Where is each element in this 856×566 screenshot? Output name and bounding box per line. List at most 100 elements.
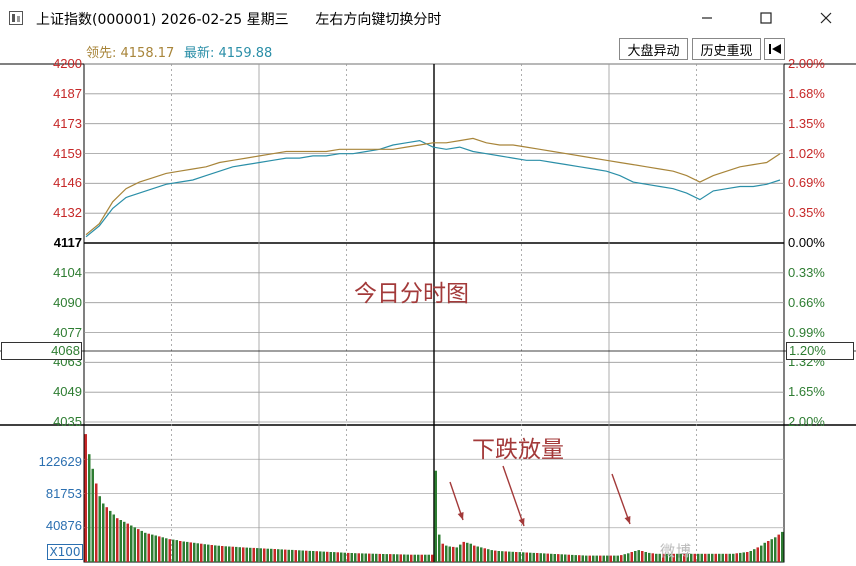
volume-bar <box>378 553 381 562</box>
volume-bar <box>140 530 143 562</box>
volume-bar <box>648 552 651 562</box>
volume-bar <box>403 554 406 562</box>
volume-bar <box>389 554 392 562</box>
volume-bar <box>571 554 574 562</box>
volume-bar <box>721 553 724 562</box>
volume-bar <box>203 544 206 562</box>
volume-bar <box>658 553 661 562</box>
volume-bar <box>767 541 770 562</box>
volume-bar <box>256 548 259 562</box>
percent-axis-label: 0.00% <box>788 235 825 250</box>
volume-bar <box>417 554 420 562</box>
volume-bar <box>168 539 171 562</box>
volume-bar <box>665 553 668 562</box>
volume-bar <box>273 549 276 562</box>
annotation-arrowhead <box>457 512 464 520</box>
volume-bar <box>158 536 161 562</box>
volume-bar <box>144 532 147 562</box>
percent-axis-label: 0.99% <box>788 324 825 340</box>
volume-bar <box>252 547 255 562</box>
percent-axis-label: 0.69% <box>788 175 825 191</box>
volume-bar <box>578 555 581 562</box>
volume-bar <box>298 550 301 562</box>
volume-bar <box>277 549 280 562</box>
volume-bar <box>469 543 472 562</box>
volume-bar <box>112 514 115 562</box>
volume-bar <box>728 553 731 562</box>
volume-bar <box>483 548 486 562</box>
maximize-icon[interactable] <box>753 6 779 30</box>
volume-bar <box>525 552 528 562</box>
price-axis-label: 4200 <box>53 56 82 71</box>
volume-bar <box>200 543 203 562</box>
leader-label: 领先: <box>86 46 121 61</box>
volume-bar <box>382 554 385 562</box>
volume-bar <box>249 547 252 562</box>
volume-bar <box>175 540 178 562</box>
volume-unit-button[interactable]: X100 <box>47 544 83 560</box>
volume-bar <box>210 545 213 562</box>
volume-bar <box>406 554 409 562</box>
volume-bar <box>154 535 157 562</box>
volume-bar <box>245 547 248 562</box>
percent-axis-label: 2.00% <box>788 414 825 429</box>
volume-bar <box>609 555 612 562</box>
volume-bar <box>445 545 448 562</box>
latest-label: 最新: <box>184 46 219 61</box>
volume-bar <box>553 554 556 562</box>
volume-bar <box>490 550 493 562</box>
volume-bar <box>315 551 318 562</box>
volume-bar <box>532 552 535 562</box>
cursor-percent-readout: 1.20% <box>786 342 854 360</box>
volume-bar <box>623 554 626 562</box>
volume-bar <box>620 555 623 562</box>
volume-bar <box>669 553 672 562</box>
volume-bar <box>637 550 640 562</box>
close-icon[interactable] <box>813 6 839 30</box>
volume-bar <box>126 523 129 562</box>
volume-bar <box>634 551 637 562</box>
collapse-arrow-icon <box>768 44 781 54</box>
volume-bar <box>585 555 588 562</box>
volume-axis-label: 81753 <box>45 486 82 501</box>
volume-bar <box>238 547 241 562</box>
volume-bar <box>704 553 707 562</box>
volume-bar <box>361 553 364 562</box>
volume-bar <box>739 552 742 562</box>
volume-bar <box>371 553 374 562</box>
volume-bar <box>165 538 168 562</box>
volume-bar <box>294 550 297 562</box>
volume-bar <box>700 553 703 562</box>
volume-bar <box>235 546 238 562</box>
volume-bar <box>774 537 777 562</box>
volume-bar <box>560 554 563 562</box>
volume-bar <box>515 552 518 562</box>
volume-bar <box>581 555 584 562</box>
volume-bar <box>161 537 164 562</box>
volume-bar <box>480 547 483 562</box>
volume-bar <box>518 552 521 562</box>
price-axis-label: 4132 <box>53 205 82 221</box>
volume-bar <box>466 542 469 562</box>
history-replay-button[interactable]: 历史重现 <box>692 38 761 60</box>
volume-bar <box>186 541 189 562</box>
percent-axis-label: 1.68% <box>788 85 825 101</box>
volume-bar <box>266 548 269 562</box>
annotation-arrowhead <box>518 518 525 526</box>
volume-bar <box>497 551 500 562</box>
volume-bar <box>735 553 738 562</box>
collapse-button[interactable] <box>764 38 785 60</box>
volume-bar <box>305 550 308 562</box>
volume-bar <box>151 534 154 562</box>
minimize-icon[interactable] <box>694 6 720 30</box>
volume-bar <box>354 553 357 562</box>
market-move-button[interactable]: 大盘异动 <box>619 38 688 60</box>
volume-bar <box>375 553 378 562</box>
volume-bar <box>98 496 101 562</box>
volume-bar <box>312 551 315 562</box>
volume-bar <box>214 545 217 562</box>
volume-bar <box>448 546 451 562</box>
chart-annotation: 今日分时图 <box>354 281 469 307</box>
volume-bar <box>123 521 126 562</box>
percent-axis-label: 1.35% <box>788 115 825 131</box>
